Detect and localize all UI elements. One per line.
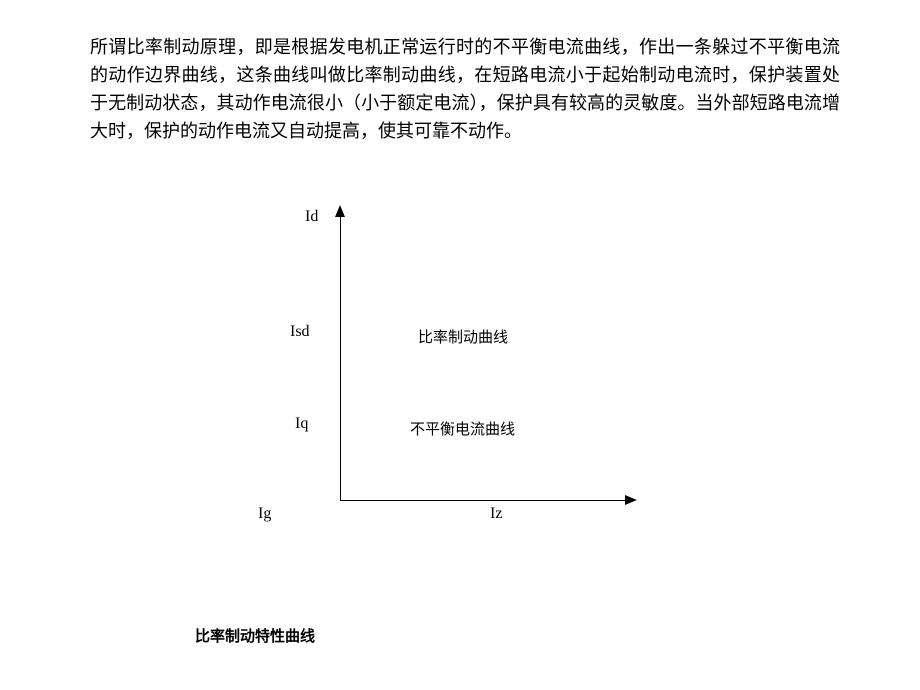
y-label-ig: Ig: [258, 505, 271, 523]
x-axis-line: [340, 500, 630, 501]
y-label-iq: Iq: [295, 415, 308, 433]
main-paragraph: 所谓比率制动原理，即是根据发电机正常运行时的不平衡电流曲线，作出一条躲过不平衡电…: [90, 34, 840, 146]
y-label-isd: Isd: [290, 323, 310, 341]
curve-label-unbalanced: 不平衡电流曲线: [410, 418, 515, 439]
arrow-up-icon: [335, 205, 345, 217]
arrow-right-icon: [625, 495, 637, 505]
curve-label-ratio: 比率制动曲线: [418, 326, 508, 347]
chart-container: Id Isd Iq Ig Iz 比率制动曲线 不平衡电流曲线: [240, 210, 640, 530]
y-axis-line: [340, 210, 341, 500]
y-axis-label: Id: [305, 208, 318, 226]
x-axis-label: Iz: [490, 505, 502, 523]
chart-caption: 比率制动特性曲线: [195, 625, 315, 646]
